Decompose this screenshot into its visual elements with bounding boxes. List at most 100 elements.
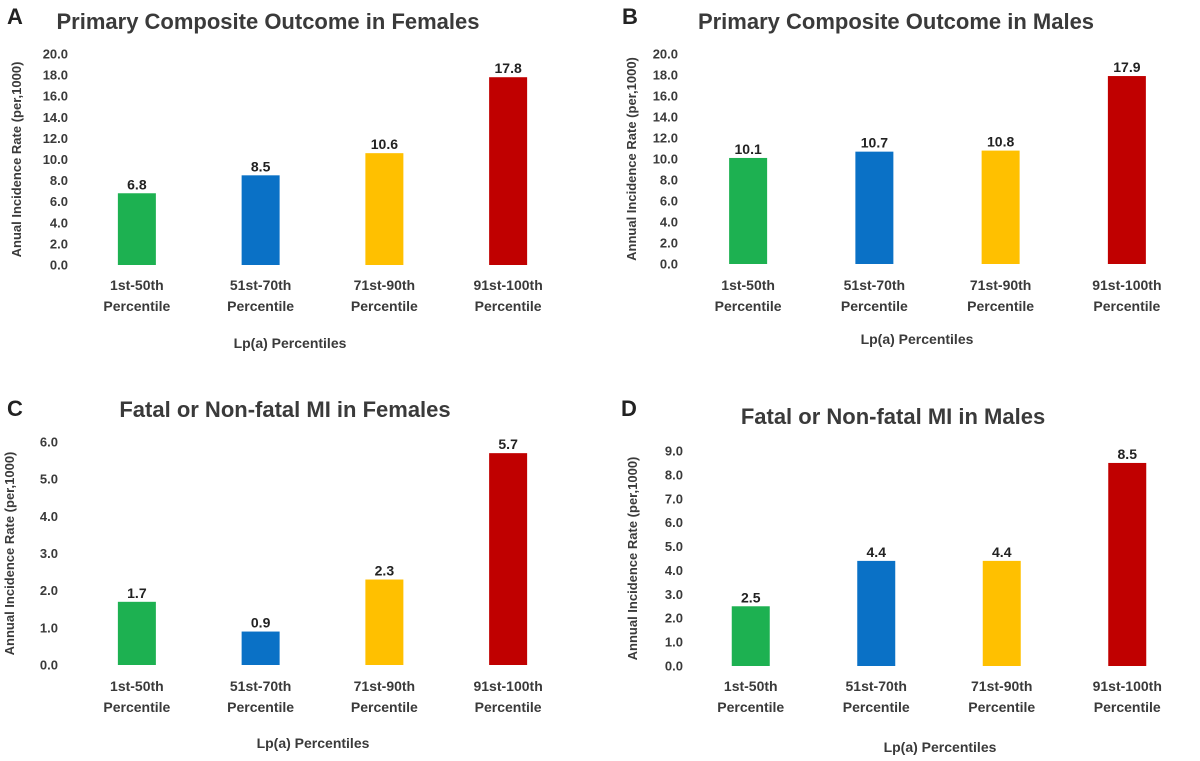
bar <box>241 631 280 665</box>
y-tick-label: 0.0 <box>660 257 678 272</box>
y-tick-label: 4.0 <box>660 215 678 230</box>
data-label: 17.8 <box>495 60 522 76</box>
y-tick-label: 9.0 <box>665 444 683 459</box>
category-label: Percentile <box>715 298 782 314</box>
bar <box>489 453 528 665</box>
y-tick-label: 4.0 <box>40 509 58 524</box>
data-label: 2.5 <box>741 589 761 605</box>
category-label: 91st-100th <box>473 678 542 694</box>
bar <box>855 151 894 264</box>
data-label: 2.3 <box>375 563 395 579</box>
category-label: 91st-100th <box>1092 277 1161 293</box>
bar <box>241 175 280 265</box>
data-label: 10.7 <box>861 135 888 151</box>
category-label: Percentile <box>841 298 908 314</box>
chart-panel-b: B Primary Composite Outcome in Males Ann… <box>622 4 1162 347</box>
category-label: Percentile <box>843 699 910 715</box>
category-label: 71st-90th <box>354 678 415 694</box>
y-tick-label: 18.0 <box>43 68 68 83</box>
category-label: 51st-70th <box>844 277 905 293</box>
y-tick-label: 1.0 <box>40 620 58 635</box>
panel-letter: C <box>7 396 23 421</box>
x-axis-label: Lp(a) Percentiles <box>257 735 370 751</box>
category-label: Percentile <box>1093 298 1160 314</box>
bar <box>365 579 404 665</box>
data-label: 4.4 <box>867 544 887 560</box>
category-label: Percentile <box>1094 699 1161 715</box>
category-label: 51st-70th <box>230 277 291 293</box>
data-label: 10.8 <box>987 134 1014 150</box>
y-tick-label: 0.0 <box>40 658 58 673</box>
y-tick-label: 0.0 <box>50 258 68 273</box>
y-tick-label: 2.0 <box>50 236 68 251</box>
y-axis-label: Annual Incidence Rate (per,1000) <box>2 452 17 656</box>
category-label: Percentile <box>103 298 170 314</box>
category-label: 91st-100th <box>1093 678 1162 694</box>
y-tick-label: 3.0 <box>665 587 683 602</box>
bar <box>365 153 404 265</box>
y-tick-label: 6.0 <box>40 435 58 450</box>
data-label: 17.9 <box>1113 59 1140 75</box>
bar <box>981 150 1020 264</box>
bar <box>1108 462 1147 666</box>
category-label: 1st-50th <box>110 678 164 694</box>
y-tick-label: 14.0 <box>43 110 68 125</box>
bar <box>857 560 896 666</box>
y-tick-label: 4.0 <box>50 215 68 230</box>
y-tick-label: 3.0 <box>40 546 58 561</box>
category-label: Percentile <box>351 298 418 314</box>
category-label: 1st-50th <box>721 277 775 293</box>
y-tick-label: 12.0 <box>43 131 68 146</box>
data-label: 8.5 <box>1118 446 1138 462</box>
y-tick-label: 2.0 <box>665 611 683 626</box>
category-label: Percentile <box>351 699 418 715</box>
y-tick-label: 4.0 <box>665 563 683 578</box>
category-label: 71st-90th <box>970 277 1031 293</box>
data-label: 8.5 <box>251 158 271 174</box>
y-tick-label: 18.0 <box>653 68 678 83</box>
category-label: Percentile <box>475 699 542 715</box>
data-label: 1.7 <box>127 585 147 601</box>
y-tick-label: 6.0 <box>660 194 678 209</box>
bar <box>1107 76 1146 264</box>
data-label: 0.9 <box>251 615 271 631</box>
y-tick-label: 6.0 <box>665 515 683 530</box>
category-label: Percentile <box>227 699 294 715</box>
bar <box>117 601 156 665</box>
category-label: Percentile <box>103 699 170 715</box>
category-label: Percentile <box>475 298 542 314</box>
y-tick-label: 2.0 <box>660 236 678 251</box>
category-label: 51st-70th <box>846 678 907 694</box>
category-label: 91st-100th <box>473 277 542 293</box>
category-label: Percentile <box>967 298 1034 314</box>
category-label: Percentile <box>968 699 1035 715</box>
y-tick-label: 8.0 <box>50 173 68 188</box>
bar <box>982 560 1021 666</box>
category-label: Percentile <box>717 699 784 715</box>
data-label: 10.1 <box>735 141 762 157</box>
category-label: Percentile <box>227 298 294 314</box>
x-axis-label: Lp(a) Percentiles <box>861 331 974 347</box>
y-tick-label: 1.0 <box>665 635 683 650</box>
bar <box>729 157 768 264</box>
y-tick-label: 16.0 <box>43 89 68 104</box>
y-tick-label: 2.0 <box>40 583 58 598</box>
y-tick-label: 16.0 <box>653 89 678 104</box>
y-tick-label: 8.0 <box>660 173 678 188</box>
category-label: 1st-50th <box>110 277 164 293</box>
data-label: 6.8 <box>127 176 147 192</box>
chart-panel-d: D Fatal or Non-fatal MI in Males Annual … <box>621 396 1162 755</box>
bar <box>489 77 528 266</box>
chart-title: Primary Composite Outcome in Males <box>698 9 1094 34</box>
bar <box>731 606 770 666</box>
category-label: 51st-70th <box>230 678 291 694</box>
y-tick-label: 6.0 <box>50 194 68 209</box>
y-tick-label: 8.0 <box>665 467 683 482</box>
category-label: 1st-50th <box>724 678 778 694</box>
chart-title: Primary Composite Outcome in Females <box>56 9 479 34</box>
category-label: 71st-90th <box>354 277 415 293</box>
y-tick-label: 7.0 <box>665 491 683 506</box>
chart-title: Fatal or Non-fatal MI in Females <box>119 397 450 422</box>
y-tick-label: 20.0 <box>43 47 68 62</box>
chart-panel-c: C Fatal or Non-fatal MI in Females Annua… <box>2 396 543 751</box>
